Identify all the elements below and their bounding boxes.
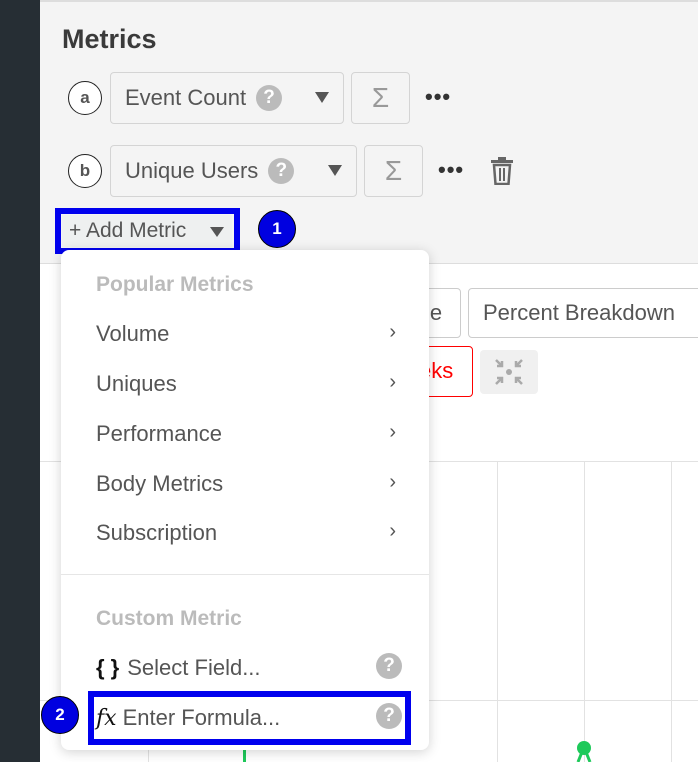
menu-item-label: Volume [96,321,170,346]
more-options-icon[interactable]: ••• [425,84,452,109]
braces-icon: { } [96,655,120,680]
menu-item-label: Enter Formula... [122,705,281,730]
menu-item-volume[interactable]: Volume › [96,321,396,347]
chart-series-line [243,748,246,762]
metric-letter-b: b [68,154,102,188]
aggregate-button[interactable]: Σ [364,145,423,197]
chart-data-point [576,741,592,762]
percent-breakdown-button[interactable]: Percent Breakdown [468,288,698,338]
annotation-badge-2: 2 [41,696,79,734]
metric-select-unique-users[interactable]: Unique Users? [110,145,357,197]
collapse-icon [495,359,523,385]
metric-letter-a: a [68,81,102,115]
menu-item-subscription[interactable]: Subscription › [96,520,396,546]
chevron-right-icon: › [389,421,396,443]
menu-divider [61,574,429,575]
chevron-right-icon: › [389,471,396,493]
chart-gridline [671,461,672,762]
annotation-badge-1: 1 [258,210,296,248]
chevron-right-icon: › [389,371,396,393]
metric-name: Unique Users [125,158,259,183]
chevron-down-icon [328,165,342,176]
menu-item-label: Select Field... [127,655,261,680]
highlight-box-2 [88,691,411,745]
chevron-down-icon [210,227,224,237]
add-metric-label: + Add Metric [69,219,187,242]
chevron-right-icon: › [389,520,396,542]
popular-metrics-header: Popular Metrics [96,273,254,296]
highlight-box-1 [55,208,240,254]
menu-item-label: Body Metrics [96,471,224,496]
menu-item-label: Performance [96,421,222,446]
trash-icon[interactable] [490,157,514,185]
help-icon[interactable]: ? [376,703,402,729]
chevron-right-icon: › [389,321,396,343]
menu-item-select-field[interactable]: { } Select Field...? [96,653,402,681]
chart-gridline [584,461,585,762]
menu-item-label: Uniques [96,371,177,396]
function-icon: fx [96,706,117,731]
help-icon[interactable]: ? [376,653,402,679]
metric-name: Event Count [125,85,247,110]
chevron-down-icon [315,92,329,103]
menu-item-uniques[interactable]: Uniques › [96,371,396,397]
add-metric-dropdown: Popular Metrics Volume › Uniques › Perform… [61,250,429,750]
page-title: Metrics [62,24,157,54]
left-sidebar [0,0,40,762]
menu-item-body-metrics[interactable]: Body Metrics › [96,471,396,497]
custom-metric-header: Custom Metric [96,607,242,630]
aggregate-button[interactable]: Σ [351,72,410,124]
menu-item-label: Subscription [96,520,218,545]
menu-item-enter-formula[interactable]: fx Enter Formula...? [96,703,402,731]
more-options-icon[interactable]: ••• [438,157,465,182]
add-metric-button[interactable]: + Add Metric [62,215,232,247]
help-icon[interactable]: ? [268,158,295,184]
help-icon[interactable]: ? [256,85,283,111]
chart-gridline [497,461,498,762]
collapse-button[interactable] [480,350,538,394]
metric-select-event-count[interactable]: Event Count? [110,72,344,124]
menu-item-performance[interactable]: Performance › [96,421,396,447]
